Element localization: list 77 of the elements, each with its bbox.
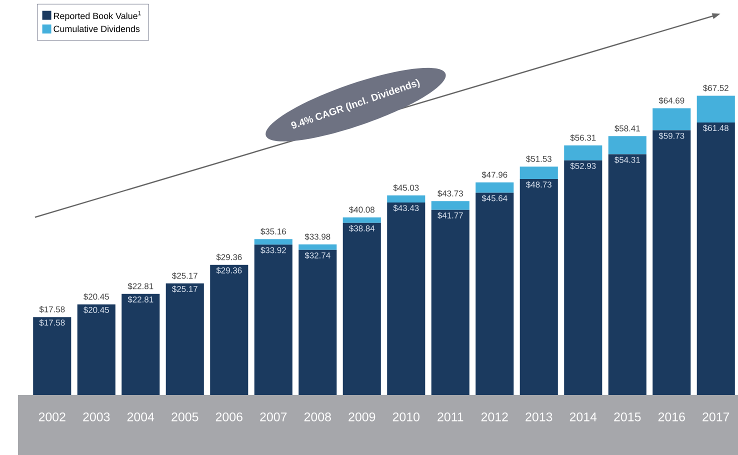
data-label: $45.64	[482, 194, 508, 202]
x-tick-label: 2013	[526, 412, 552, 422]
total-label: $58.41	[614, 125, 640, 132]
bar	[431, 201, 470, 210]
data-label: $29.36	[216, 267, 242, 274]
legend-label: Cumulative Dividends	[54, 25, 140, 32]
x-tick-label: 2007	[260, 412, 287, 422]
data-label: $52.93	[570, 162, 596, 170]
bar	[564, 145, 602, 160]
total-label: $47.96	[482, 171, 508, 178]
bar	[520, 179, 558, 395]
x-tick-label: 2014	[570, 412, 597, 422]
bar	[254, 244, 292, 395]
x-tick-label: 2002	[38, 412, 66, 422]
bar	[254, 239, 292, 245]
x-tick-label: 2003	[83, 412, 110, 422]
total-label: $43.73	[438, 190, 463, 197]
x-tick-label: 2017	[702, 412, 730, 422]
total-label: $67.52	[703, 84, 728, 92]
legend-label: Reported Book Value$^{1}$	[54, 11, 141, 21]
bar	[564, 160, 602, 395]
total-label: $35.16	[260, 228, 286, 235]
bar	[387, 195, 426, 203]
total-label: $40.08	[349, 206, 374, 214]
bar	[608, 136, 646, 154]
total-label: $17.58	[39, 306, 65, 313]
bar	[652, 108, 691, 130]
bar	[652, 130, 691, 395]
data-label: $43.43	[393, 204, 419, 212]
total-label: $51.53	[526, 156, 552, 162]
bar	[342, 217, 381, 223]
data-label: $41.77	[438, 212, 463, 219]
total-label: $25.17	[172, 272, 198, 280]
data-label: $33.92	[260, 246, 286, 254]
data-label: $17.58	[39, 319, 65, 326]
bar	[166, 283, 204, 395]
bar	[696, 96, 735, 123]
bar	[387, 202, 426, 395]
bar	[476, 182, 514, 193]
data-label: $54.31	[614, 156, 640, 164]
x-tick-label: 2005	[172, 412, 198, 422]
x-tick-label: 2011	[438, 412, 464, 422]
x-tick-label: 2004	[127, 412, 154, 422]
total-label: $45.03	[393, 184, 419, 192]
x-tick-label: 2010	[392, 412, 420, 422]
x-tick-label: 2015	[614, 412, 641, 422]
data-label: $48.73	[526, 181, 552, 188]
x-tick-label: 2016	[658, 412, 685, 422]
data-label: $32.74	[304, 252, 330, 259]
bar	[431, 210, 470, 395]
bar	[122, 294, 160, 395]
total-label: $56.31	[570, 134, 596, 142]
bar	[342, 222, 381, 395]
total-label: $20.45	[84, 293, 109, 300]
bar	[520, 166, 558, 180]
data-label: $20.45	[84, 306, 109, 314]
bar	[696, 122, 735, 395]
x-tick-label: 2008	[304, 412, 331, 422]
x-tick-label: 2006	[216, 412, 242, 422]
total-label: $29.36	[216, 254, 242, 261]
x-tick-label: 2009	[348, 412, 376, 422]
data-label: $38.84	[349, 225, 375, 232]
total-label: $64.69	[658, 97, 684, 104]
data-label: $25.17	[172, 286, 198, 292]
bar	[298, 250, 337, 395]
total-label: $22.81	[128, 282, 154, 290]
bar	[210, 264, 248, 395]
data-label: $59.73	[658, 132, 684, 140]
x-tick-label: 2012	[481, 412, 508, 422]
data-label: $61.48	[703, 124, 728, 132]
bar	[77, 304, 116, 395]
bar	[608, 154, 646, 395]
data-label: $22.81	[128, 296, 154, 303]
bar	[298, 244, 337, 250]
bar	[476, 192, 514, 395]
total-label: $33.98	[304, 233, 330, 240]
bar	[33, 317, 72, 395]
